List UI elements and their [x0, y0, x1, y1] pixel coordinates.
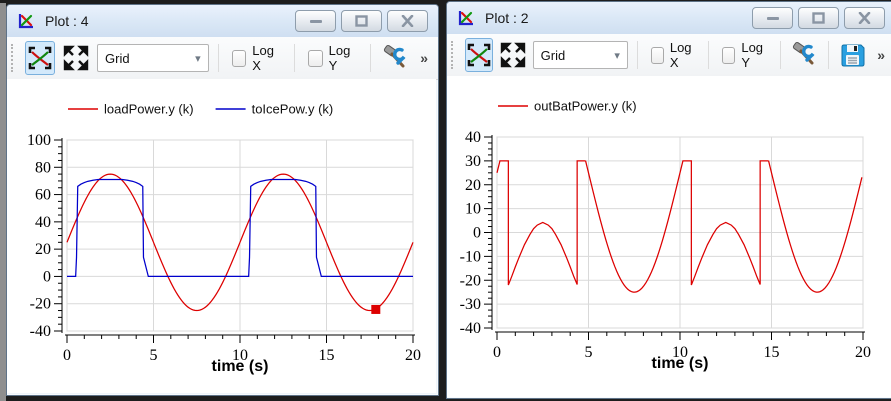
toolbar-separator — [708, 41, 710, 69]
toolbar-drag-handle[interactable] — [451, 41, 457, 69]
toolbar-separator — [779, 41, 781, 69]
svg-text:80: 80 — [35, 159, 51, 176]
toolbar-drag-handle[interactable] — [11, 44, 17, 72]
grid-select-value: Grid — [105, 50, 130, 66]
auto-scale-icon — [28, 46, 52, 70]
log-x-checkbox[interactable]: Log X — [650, 40, 696, 70]
close-icon — [858, 12, 871, 24]
toolbar-separator — [217, 44, 219, 72]
svg-text:0: 0 — [43, 268, 51, 285]
svg-text:15: 15 — [319, 347, 335, 364]
svg-text:loadPower.y (k): loadPower.y (k) — [104, 102, 194, 117]
toolbar-separator — [828, 41, 830, 69]
minimize-icon — [309, 20, 322, 23]
plot-window-4: Plot : 4 — [6, 4, 439, 396]
toolbar-overflow-button[interactable]: » — [877, 47, 886, 63]
svg-text:0: 0 — [63, 347, 71, 364]
auto-scale-button[interactable] — [25, 41, 56, 75]
log-y-box[interactable] — [722, 46, 736, 64]
minimize-icon — [766, 17, 779, 20]
plot-window-2: Plot : 2 — [446, 1, 891, 399]
svg-text:60: 60 — [35, 187, 51, 204]
pan-arrows-icon — [63, 45, 89, 71]
window-title: Plot : 4 — [45, 13, 89, 29]
tools-icon — [793, 41, 815, 65]
svg-text:outBatPower.y (k): outBatPower.y (k) — [534, 99, 637, 114]
maximize-button[interactable] — [341, 10, 382, 32]
save-icon — [841, 44, 865, 66]
svg-text:toIcePow.y (k): toIcePow.y (k) — [252, 102, 334, 117]
log-y-checkbox[interactable]: Log Y — [722, 40, 767, 70]
grid-select-value: Grid — [540, 47, 566, 63]
svg-text:20: 20 — [465, 177, 481, 194]
maximize-button[interactable] — [798, 7, 839, 29]
svg-text:40: 40 — [465, 129, 481, 146]
plot-setup-button[interactable] — [380, 41, 410, 75]
close-button[interactable] — [387, 10, 428, 32]
grid-select[interactable]: Grid ▾ — [532, 41, 628, 69]
toolbar-separator — [294, 44, 295, 72]
log-y-box[interactable] — [307, 49, 323, 67]
log-x-box[interactable] — [650, 46, 664, 64]
svg-text:5: 5 — [585, 344, 593, 361]
svg-text:-20: -20 — [30, 296, 51, 313]
svg-text:-20: -20 — [460, 272, 481, 289]
log-y-label: Log Y — [328, 43, 351, 73]
toolbar-separator — [636, 41, 638, 69]
auto-scale-icon — [467, 43, 490, 67]
svg-text:0: 0 — [493, 344, 501, 361]
toolbar-separator — [370, 44, 372, 72]
svg-text:30: 30 — [465, 153, 481, 170]
svg-text:time (s): time (s) — [212, 358, 269, 375]
log-y-label: Log Y — [741, 40, 764, 70]
plot-canvas[interactable]: 40 30 20 10 0 -10 -20 -30 -40 0 5 10 15 20 time (s) out… — [447, 76, 891, 397]
plot-app-icon — [458, 11, 473, 26]
plot-canvas[interactable]: 100 80 60 40 20 0 -20 -40 0 5 10 15 20 time (s) loadPo… — [7, 79, 436, 393]
minimize-button[interactable] — [752, 7, 793, 29]
pan-arrows-icon — [500, 42, 525, 68]
titlebar[interactable]: Plot : 2 — [447, 2, 891, 34]
chevron-down-icon: ▾ — [614, 49, 620, 62]
svg-text:20: 20 — [855, 344, 871, 361]
svg-text:20: 20 — [405, 347, 421, 364]
close-button[interactable] — [844, 7, 885, 29]
mdi-background-strip — [0, 3, 6, 401]
maximize-icon — [812, 12, 825, 24]
pan-button[interactable] — [61, 41, 91, 75]
svg-text:10: 10 — [672, 344, 688, 361]
log-y-checkbox[interactable]: Log Y — [307, 43, 357, 73]
toolbar-overflow-button[interactable]: » — [420, 50, 428, 66]
svg-text:-10: -10 — [460, 248, 481, 265]
svg-text:0: 0 — [473, 225, 481, 242]
plot-setup-button[interactable] — [789, 38, 819, 72]
tools-icon — [384, 44, 406, 68]
svg-text:time (s): time (s) — [652, 355, 709, 372]
svg-text:40: 40 — [35, 214, 51, 231]
maximize-icon — [355, 15, 368, 27]
log-x-label: Log X — [252, 43, 274, 73]
svg-text:15: 15 — [764, 344, 780, 361]
window-title: Plot : 2 — [485, 10, 529, 26]
auto-scale-button[interactable] — [464, 38, 493, 72]
log-x-checkbox[interactable]: Log X — [231, 43, 282, 73]
log-x-box[interactable] — [231, 49, 247, 67]
log-x-label: Log X — [669, 40, 692, 70]
svg-text:10: 10 — [232, 347, 248, 364]
plot-app-icon — [18, 14, 33, 29]
svg-text:-30: -30 — [460, 296, 481, 313]
grid-select[interactable]: Grid ▾ — [97, 44, 209, 72]
svg-text:10: 10 — [465, 201, 481, 218]
close-icon — [401, 15, 414, 27]
minimize-button[interactable] — [295, 10, 336, 32]
pan-button[interactable] — [499, 38, 527, 72]
svg-text:20: 20 — [35, 241, 51, 258]
chevron-down-icon: ▾ — [195, 52, 201, 65]
save-button[interactable] — [838, 38, 867, 72]
svg-text:-40: -40 — [460, 320, 481, 337]
svg-text:5: 5 — [150, 347, 158, 364]
svg-text:100: 100 — [27, 132, 51, 149]
titlebar[interactable]: Plot : 4 — [7, 5, 438, 37]
svg-text:-40: -40 — [30, 323, 51, 340]
